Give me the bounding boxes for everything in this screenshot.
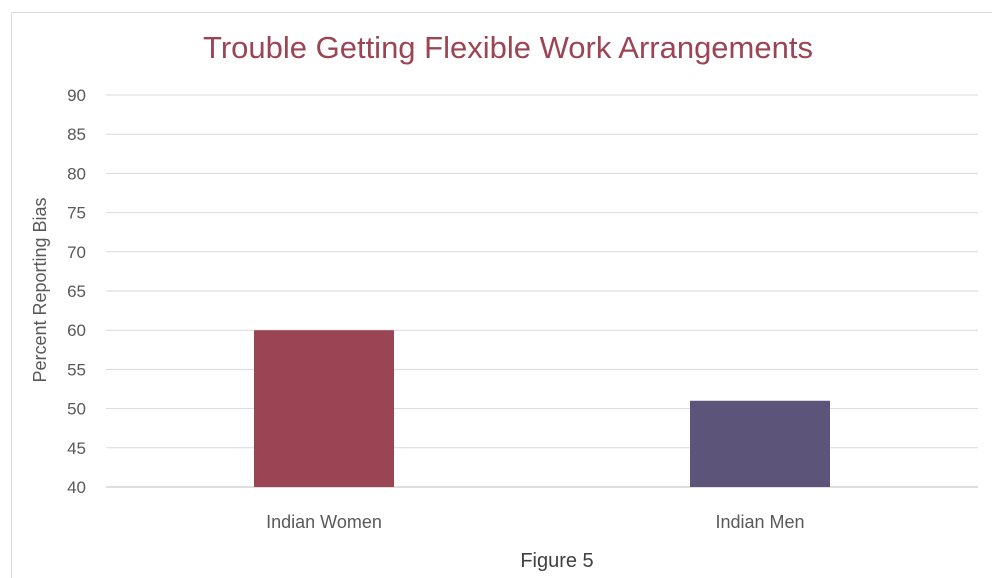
chart-title: Trouble Getting Flexible Work Arrangemen… xyxy=(203,30,813,65)
chart-frame xyxy=(11,12,992,578)
y-tick-label: 80 xyxy=(67,164,86,183)
y-tick-label: 45 xyxy=(67,439,86,458)
y-tick-label: 85 xyxy=(67,125,86,144)
y-tick-label: 70 xyxy=(67,243,86,262)
y-axis-label: Percent Reporting Bias xyxy=(30,197,50,382)
x-category-label: Indian Women xyxy=(266,512,382,532)
y-tick-label: 60 xyxy=(67,321,86,340)
x-category-label: Indian Men xyxy=(715,512,804,532)
y-axis-ticks: 90 85 80 75 70 65 60 55 50 45 40 xyxy=(67,86,86,497)
y-tick-label: 75 xyxy=(67,204,86,223)
figure-caption: Figure 5 xyxy=(520,550,593,572)
y-tick-label: 65 xyxy=(67,282,86,301)
y-tick-label: 50 xyxy=(67,400,86,419)
bar-indian-men xyxy=(690,400,830,487)
bars xyxy=(254,330,830,487)
y-tick-label: 55 xyxy=(67,360,86,379)
y-tick-label: 90 xyxy=(67,86,86,105)
bar-indian-women xyxy=(254,330,394,487)
x-axis-categories: Indian Women Indian Men xyxy=(266,512,804,532)
gridlines xyxy=(106,94,978,488)
y-tick-label: 40 xyxy=(67,478,86,497)
